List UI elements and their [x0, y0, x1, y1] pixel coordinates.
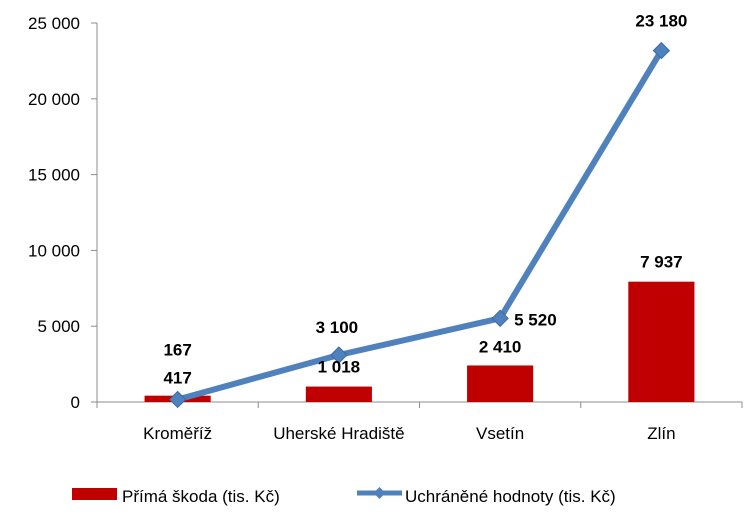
- y-tick-label: 15 000: [28, 166, 80, 185]
- x-tick-label: Kroměříž: [143, 424, 212, 443]
- data-labels: 417 1 018 2 410 7 937 167 3 100 5 520 23 180: [163, 12, 687, 388]
- bar-value-label: 1 018: [318, 358, 361, 377]
- bar: [628, 281, 695, 402]
- legend-marker-diamond: [373, 487, 386, 499]
- series-line: [174, 47, 665, 403]
- y-tick-label: 20 000: [28, 90, 80, 109]
- x-tick-label: Zlín: [647, 424, 675, 443]
- bar-value-label: 2 410: [479, 337, 522, 356]
- y-tick-label: 10 000: [28, 241, 80, 260]
- y-tick-label: 5 000: [37, 317, 80, 336]
- line-series: [168, 41, 671, 409]
- y-tick-label: 25 000: [28, 14, 80, 33]
- bar-value-label: 417: [163, 369, 191, 388]
- bar: [305, 386, 372, 402]
- x-tick-label: Vsetín: [476, 424, 524, 443]
- bar-value-label: 7 937: [640, 253, 683, 272]
- legend-label-bar: Přímá škoda (tis. Kč): [122, 487, 280, 506]
- plot-area: 0 5 000 10 000 15 000 20 000 25 000 Kroměříž U…: [28, 12, 743, 443]
- line-value-label: 5 520: [514, 310, 557, 329]
- x-axis-ticks: Kroměříž Uherské Hradiště Vsetín Zlín: [96, 402, 743, 443]
- legend-swatch-bar: [72, 488, 117, 500]
- point-marker: [168, 390, 187, 409]
- legend-label-line: Uchráněné hodnoty (tis. Kč): [405, 487, 616, 506]
- x-tick-label: Uherské Hradiště: [273, 424, 404, 443]
- point-marker: [652, 41, 671, 60]
- point-marker: [330, 346, 348, 364]
- line-value-label: 3 100: [316, 318, 359, 337]
- point-marker: [491, 309, 509, 328]
- y-axis-ticks: 0 5 000 10 000 15 000 20 000 25 000: [28, 14, 97, 412]
- y-tick-label: 0: [71, 393, 80, 412]
- line-value-label: 23 180: [635, 12, 687, 31]
- bar: [467, 365, 534, 402]
- line-value-label: 167: [163, 340, 191, 359]
- legend: Přímá škoda (tis. Kč) Uchráněné hodnoty …: [72, 487, 616, 506]
